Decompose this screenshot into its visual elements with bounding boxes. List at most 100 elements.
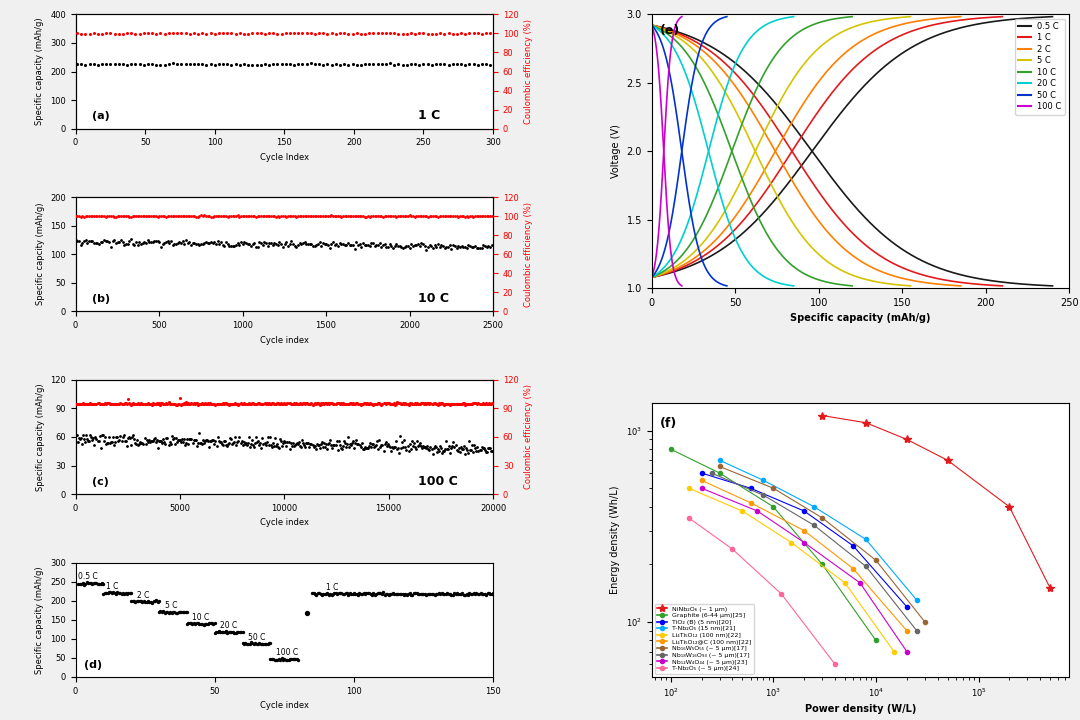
Point	[121, 588, 138, 599]
Point	[125, 397, 143, 409]
Point	[176, 238, 193, 250]
Point	[102, 587, 119, 598]
Point	[81, 398, 98, 410]
Point	[415, 27, 432, 39]
Point	[135, 595, 152, 607]
Point	[268, 398, 285, 410]
Point	[91, 210, 108, 222]
Point	[355, 397, 373, 409]
Point	[300, 398, 318, 410]
Point	[469, 27, 486, 39]
Point	[159, 398, 176, 410]
Point	[406, 211, 423, 222]
Point	[448, 399, 465, 410]
Point	[219, 398, 237, 410]
Point	[215, 398, 232, 410]
Point	[234, 637, 252, 649]
Point	[132, 397, 149, 409]
Point	[428, 210, 445, 222]
Point	[116, 436, 133, 447]
Point	[90, 578, 107, 590]
Point	[484, 446, 501, 457]
Point	[241, 210, 258, 222]
Point	[176, 397, 193, 409]
Point	[78, 397, 95, 409]
Point	[357, 239, 375, 251]
Point	[406, 588, 423, 599]
Point	[430, 588, 447, 599]
Point	[463, 589, 481, 600]
Point	[419, 58, 436, 70]
Point	[75, 428, 92, 440]
Point	[134, 595, 151, 607]
Point	[341, 211, 359, 222]
Point	[102, 398, 119, 410]
Point	[85, 577, 103, 589]
Point	[145, 397, 162, 409]
Point	[467, 588, 484, 600]
Point	[309, 238, 326, 250]
Point	[261, 653, 279, 665]
Point	[137, 398, 154, 410]
Point	[269, 58, 286, 70]
Point	[401, 242, 418, 253]
Point	[400, 240, 417, 252]
Point	[338, 438, 355, 450]
Point	[206, 618, 224, 629]
Point	[81, 58, 98, 70]
Point	[453, 588, 470, 600]
Point	[345, 436, 362, 447]
Point	[254, 210, 271, 222]
Point	[70, 432, 87, 444]
Point	[120, 431, 137, 443]
Point	[423, 588, 441, 600]
Point	[244, 397, 261, 409]
Point	[303, 587, 321, 598]
Point	[231, 626, 248, 638]
Point	[190, 398, 207, 410]
Point	[201, 210, 218, 222]
Point	[168, 237, 186, 248]
Point	[239, 210, 256, 222]
Point	[215, 435, 232, 446]
Point	[168, 436, 186, 448]
Point	[210, 235, 227, 247]
Point	[244, 440, 261, 451]
Point	[173, 399, 190, 410]
Point	[265, 239, 282, 251]
Point	[365, 441, 382, 452]
Point	[271, 433, 288, 445]
Point	[372, 588, 389, 599]
Point	[322, 588, 339, 600]
Point	[370, 397, 388, 409]
Point	[340, 398, 357, 410]
Point	[382, 210, 400, 222]
Point	[98, 437, 116, 449]
Point	[206, 627, 224, 639]
Point	[189, 238, 206, 250]
Point	[235, 397, 253, 409]
Point	[427, 210, 444, 222]
Point	[478, 241, 496, 253]
Point	[245, 398, 262, 410]
Point	[395, 589, 413, 600]
Point	[427, 398, 444, 410]
Point	[443, 210, 460, 222]
Point	[462, 588, 480, 600]
Point	[220, 210, 238, 222]
Point	[95, 578, 112, 590]
Point	[162, 606, 179, 618]
Point	[271, 398, 288, 410]
Point	[362, 397, 379, 409]
Point	[241, 638, 258, 649]
Point	[117, 397, 134, 409]
Point	[410, 27, 428, 39]
Point	[468, 242, 485, 253]
Point	[449, 240, 467, 252]
Point	[365, 27, 382, 39]
Point	[310, 440, 327, 451]
Point	[260, 637, 278, 649]
Point	[393, 436, 410, 447]
Point	[80, 398, 97, 410]
Point	[461, 240, 478, 252]
